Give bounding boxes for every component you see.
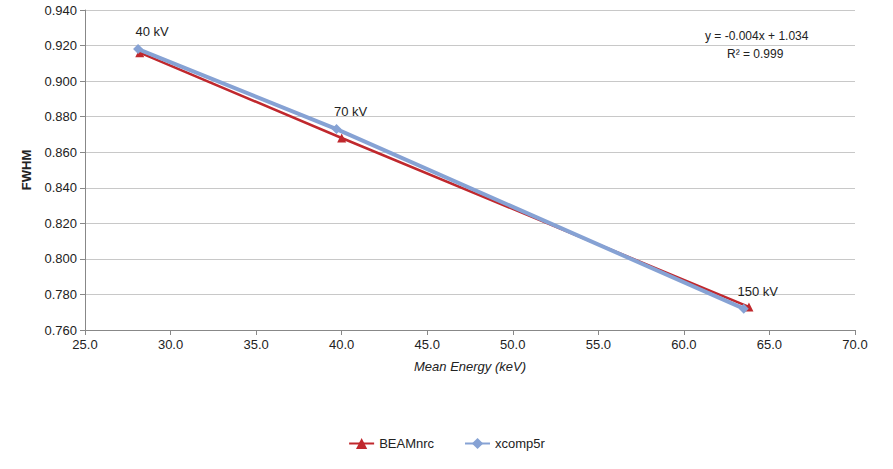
svg-text:45.0: 45.0 xyxy=(415,337,440,352)
svg-text:60.0: 60.0 xyxy=(671,337,696,352)
svg-text:R² = 0.999: R² = 0.999 xyxy=(727,47,784,61)
svg-text:55.0: 55.0 xyxy=(586,337,611,352)
svg-text:70.0: 70.0 xyxy=(842,337,867,352)
svg-text:150 kV: 150 kV xyxy=(738,284,779,299)
svg-text:FWHM: FWHM xyxy=(19,150,34,190)
svg-text:0.780: 0.780 xyxy=(44,287,77,302)
svg-text:0.900: 0.900 xyxy=(44,74,77,89)
svg-text:0.940: 0.940 xyxy=(44,3,77,18)
svg-text:y = -0.004x + 1.034: y = -0.004x + 1.034 xyxy=(705,29,809,43)
svg-text:Mean Energy (keV): Mean Energy (keV) xyxy=(414,359,526,374)
svg-text:50.0: 50.0 xyxy=(500,337,525,352)
svg-text:0.840: 0.840 xyxy=(44,180,77,195)
svg-text:65.0: 65.0 xyxy=(757,337,782,352)
svg-text:40 kV: 40 kV xyxy=(135,24,169,39)
svg-text:0.880: 0.880 xyxy=(44,109,77,124)
svg-text:35.0: 35.0 xyxy=(243,337,268,352)
svg-text:0.760: 0.760 xyxy=(44,323,77,338)
svg-text:0.800: 0.800 xyxy=(44,251,77,266)
svg-text:0.920: 0.920 xyxy=(44,38,77,53)
svg-text:xcomp5r: xcomp5r xyxy=(495,436,546,451)
svg-text:0.860: 0.860 xyxy=(44,145,77,160)
svg-text:30.0: 30.0 xyxy=(158,337,183,352)
svg-text:0.820: 0.820 xyxy=(44,216,77,231)
svg-text:25.0: 25.0 xyxy=(72,337,97,352)
svg-text:70 kV: 70 kV xyxy=(334,104,368,119)
svg-text:40.0: 40.0 xyxy=(329,337,354,352)
svg-text:BEAMnrc: BEAMnrc xyxy=(379,436,434,451)
